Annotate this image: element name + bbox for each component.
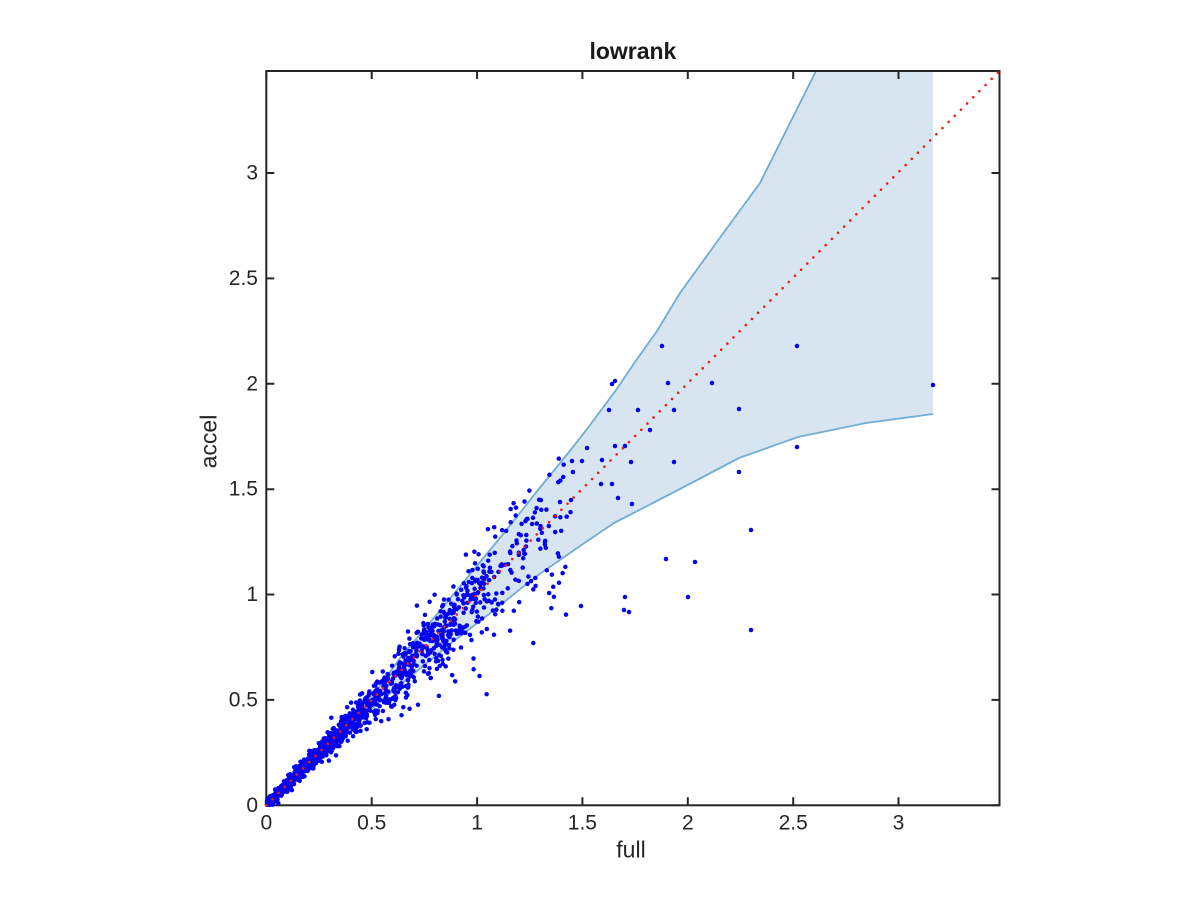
svg-text:0: 0 xyxy=(260,812,272,835)
svg-text:0.5: 0.5 xyxy=(357,812,386,835)
svg-text:lowrank: lowrank xyxy=(589,38,676,64)
svg-text:full: full xyxy=(616,837,645,863)
svg-text:0.5: 0.5 xyxy=(229,688,258,711)
svg-text:2.5: 2.5 xyxy=(779,812,808,835)
svg-text:3: 3 xyxy=(893,812,905,835)
svg-text:2: 2 xyxy=(682,812,694,835)
svg-text:1: 1 xyxy=(246,583,258,606)
svg-text:accel: accel xyxy=(196,415,222,469)
svg-text:1: 1 xyxy=(471,812,483,835)
svg-text:1.5: 1.5 xyxy=(568,812,597,835)
svg-text:3: 3 xyxy=(246,162,258,185)
svg-text:1.5: 1.5 xyxy=(229,478,258,501)
svg-text:0: 0 xyxy=(246,794,258,817)
svg-text:2.5: 2.5 xyxy=(229,267,258,290)
svg-text:2: 2 xyxy=(246,372,258,395)
